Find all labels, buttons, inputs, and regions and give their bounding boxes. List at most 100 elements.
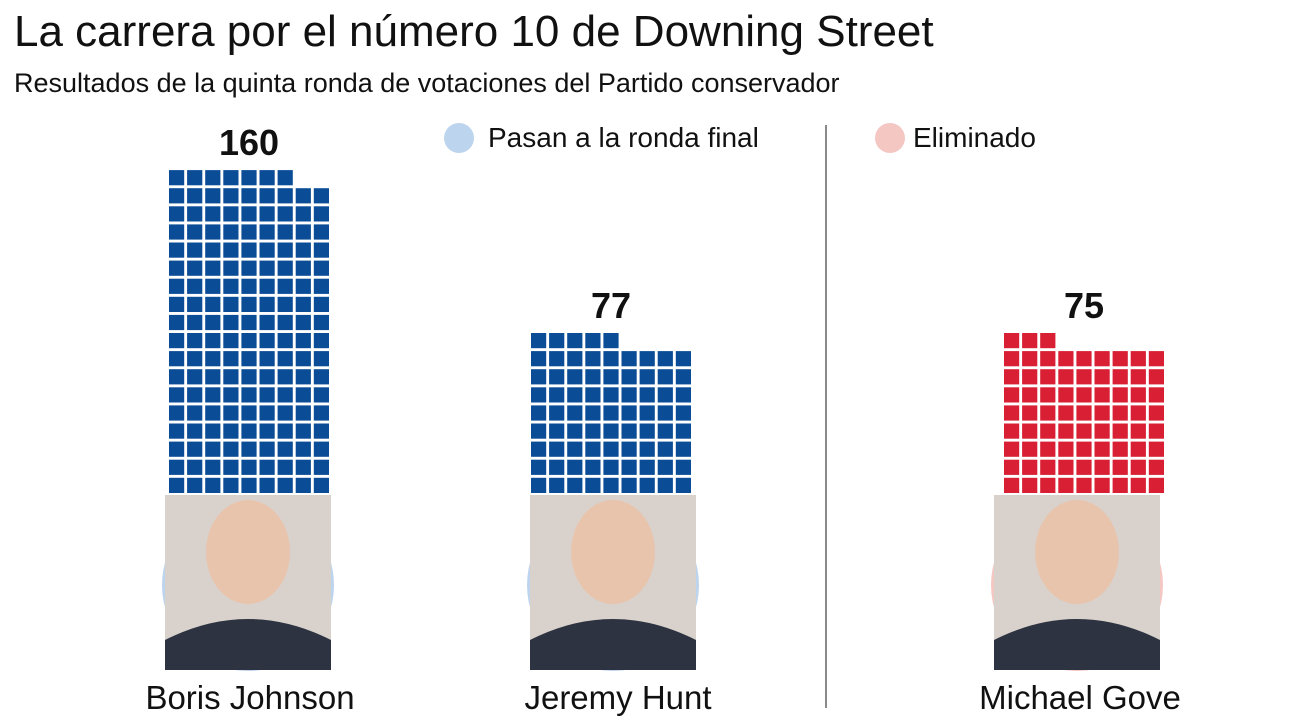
vote-square-boris-johnson: [313, 441, 329, 457]
vote-square-jeremy-hunt: [603, 387, 619, 403]
vote-square-michael-gove: [1112, 477, 1128, 493]
vote-square-jeremy-hunt: [621, 351, 637, 367]
vote-square-boris-johnson: [169, 206, 185, 222]
vote-square-boris-johnson: [169, 260, 185, 276]
vote-square-jeremy-hunt: [675, 351, 691, 367]
candidate-face-jeremy-hunt: [571, 500, 655, 604]
vote-square-jeremy-hunt: [567, 351, 583, 367]
vote-square-michael-gove: [1040, 387, 1056, 403]
vote-square-michael-gove: [1112, 441, 1128, 457]
vote-square-boris-johnson: [169, 477, 185, 493]
chart-subtitle: Resultados de la quinta ronda de votacio…: [14, 68, 840, 98]
vote-square-boris-johnson: [187, 188, 203, 204]
vote-square-boris-johnson: [313, 423, 329, 439]
vote-square-boris-johnson: [205, 170, 221, 186]
vote-square-michael-gove: [1130, 423, 1146, 439]
vote-square-michael-gove: [1112, 351, 1128, 367]
vote-square-michael-gove: [1040, 333, 1056, 349]
vote-square-michael-gove: [1130, 351, 1146, 367]
vote-square-boris-johnson: [259, 459, 275, 475]
vote-square-michael-gove: [1112, 387, 1128, 403]
vote-square-boris-johnson: [205, 278, 221, 294]
vote-square-boris-johnson: [295, 423, 311, 439]
vote-square-boris-johnson: [259, 441, 275, 457]
vote-square-jeremy-hunt: [567, 369, 583, 385]
vote-square-boris-johnson: [241, 333, 257, 349]
candidate-suit-boris-johnson: [165, 619, 331, 670]
vote-square-boris-johnson: [259, 405, 275, 421]
vote-square-boris-johnson: [241, 296, 257, 312]
vote-square-jeremy-hunt: [585, 333, 601, 349]
candidate-suit-jeremy-hunt: [530, 619, 696, 670]
vote-square-jeremy-hunt: [549, 423, 565, 439]
vote-square-michael-gove: [1040, 441, 1056, 457]
vote-square-jeremy-hunt: [585, 387, 601, 403]
vote-square-boris-johnson: [313, 224, 329, 240]
vote-square-boris-johnson: [223, 242, 239, 258]
vote-square-michael-gove: [1058, 351, 1074, 367]
candidate-name-boris-johnson: Boris Johnson: [145, 679, 355, 716]
vote-square-michael-gove: [1022, 405, 1038, 421]
vote-square-jeremy-hunt: [603, 477, 619, 493]
vote-square-michael-gove: [1130, 441, 1146, 457]
vote-square-boris-johnson: [169, 314, 185, 331]
vote-square-boris-johnson: [277, 423, 293, 439]
vote-square-michael-gove: [1148, 405, 1164, 421]
vote-square-boris-johnson: [277, 242, 293, 258]
vote-square-boris-johnson: [277, 296, 293, 312]
vote-square-michael-gove: [1004, 351, 1020, 367]
vote-square-boris-johnson: [169, 441, 185, 457]
vote-square-jeremy-hunt: [531, 369, 547, 385]
vote-square-boris-johnson: [313, 351, 329, 367]
vote-square-boris-johnson: [169, 351, 185, 367]
vote-square-boris-johnson: [223, 369, 239, 385]
vote-square-michael-gove: [1130, 405, 1146, 421]
vote-square-boris-johnson: [313, 278, 329, 294]
vote-square-boris-johnson: [187, 333, 203, 349]
group-divider: [825, 125, 827, 708]
vote-square-jeremy-hunt: [585, 423, 601, 439]
vote-square-boris-johnson: [169, 369, 185, 385]
legend-label-final: Pasan a la ronda final: [488, 122, 759, 153]
vote-square-jeremy-hunt: [603, 423, 619, 439]
vote-square-boris-johnson: [223, 296, 239, 312]
vote-square-jeremy-hunt: [675, 387, 691, 403]
vote-square-boris-johnson: [223, 351, 239, 367]
vote-square-jeremy-hunt: [657, 369, 673, 385]
vote-square-boris-johnson: [169, 188, 185, 204]
vote-square-boris-johnson: [205, 242, 221, 258]
vote-square-boris-johnson: [295, 405, 311, 421]
vote-square-boris-johnson: [205, 387, 221, 403]
vote-square-boris-johnson: [205, 333, 221, 349]
vote-square-boris-johnson: [169, 423, 185, 439]
vote-square-jeremy-hunt: [603, 459, 619, 475]
vote-count-label-jeremy-hunt: 77: [591, 285, 631, 326]
vote-square-boris-johnson: [259, 224, 275, 240]
vote-square-boris-johnson: [205, 314, 221, 331]
vote-square-boris-johnson: [277, 260, 293, 276]
vote-square-boris-johnson: [277, 387, 293, 403]
vote-square-boris-johnson: [241, 405, 257, 421]
vote-square-boris-johnson: [187, 459, 203, 475]
vote-square-boris-johnson: [259, 333, 275, 349]
vote-square-michael-gove: [1148, 369, 1164, 385]
vote-square-michael-gove: [1148, 477, 1164, 493]
vote-square-boris-johnson: [313, 459, 329, 475]
vote-square-michael-gove: [1076, 405, 1092, 421]
vote-square-boris-johnson: [241, 441, 257, 457]
legend-swatch-final: [444, 123, 474, 153]
candidate-face-boris-johnson: [206, 500, 290, 604]
vote-square-boris-johnson: [223, 405, 239, 421]
vote-square-jeremy-hunt: [657, 387, 673, 403]
vote-square-boris-johnson: [295, 206, 311, 222]
vote-square-boris-johnson: [187, 369, 203, 385]
chart-title: La carrera por el número 10 de Downing S…: [14, 7, 934, 56]
vote-square-boris-johnson: [169, 224, 185, 240]
vote-square-boris-johnson: [169, 459, 185, 475]
vote-square-michael-gove: [1148, 351, 1164, 367]
vote-square-michael-gove: [1076, 423, 1092, 439]
vote-square-boris-johnson: [241, 224, 257, 240]
vote-square-boris-johnson: [259, 242, 275, 258]
vote-square-boris-johnson: [187, 260, 203, 276]
vote-square-boris-johnson: [205, 224, 221, 240]
